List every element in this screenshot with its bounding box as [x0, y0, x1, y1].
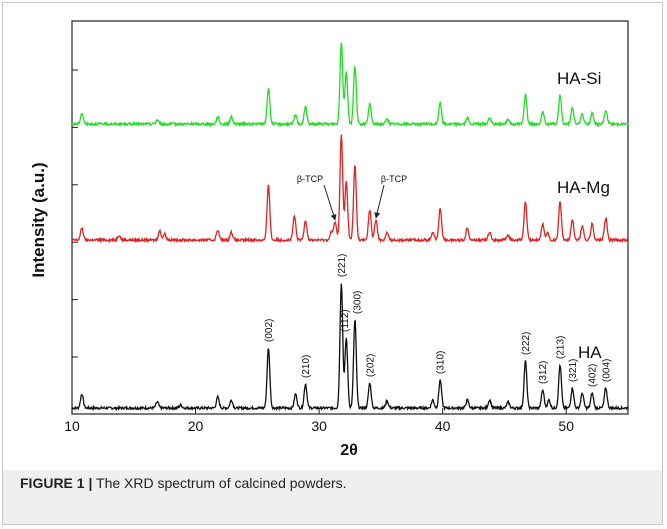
peak-label: (210): [301, 355, 312, 378]
peak-label: (300): [352, 291, 363, 314]
series-line-ha-si: [71, 42, 629, 128]
peak-label: (221): [337, 254, 348, 277]
peak-label: (004): [601, 359, 612, 382]
annotation-text: β-TCP: [297, 174, 323, 184]
figure-frame: [2, 2, 663, 525]
peak-label: (310): [436, 351, 447, 374]
x-tick-label: 30: [311, 418, 327, 434]
x-tick-label: 10: [64, 418, 80, 434]
series-line-ha-mg: [71, 134, 629, 244]
x-tick-label: 50: [558, 418, 574, 434]
plot-area: [71, 20, 629, 415]
annotation-arrow: [323, 184, 337, 221]
peak-label: (312): [538, 361, 549, 384]
series-label-ha: HA: [578, 343, 602, 362]
x-tick-label: 40: [435, 418, 451, 434]
xrd-chart: 10 20 30 40 50 (002) (210) (221) (112)(300) (202…: [29, 20, 629, 459]
series-label-layer: HA HA-Mg HA-Si: [557, 69, 610, 362]
peak-label: (213): [556, 336, 567, 359]
peak-label-layer: (002) (210) (221) (112)(300) (202) (310) (222)…: [264, 254, 612, 387]
annotation-layer: β-TCP β-TCP: [297, 174, 407, 221]
series-layer: [71, 42, 629, 412]
peak-label: (402): [588, 364, 599, 387]
x-axis-label: 2θ: [340, 442, 358, 459]
y-axis-label: Intensity (a.u.): [29, 162, 48, 277]
x-axis-ticks: 10 20 30 40 50: [64, 408, 574, 434]
peak-label: (202): [365, 354, 376, 377]
peak-label: (112): [340, 309, 351, 332]
figure-caption: FIGURE 1 | The XRD spectrum of calcined …: [20, 475, 640, 491]
caption-label: FIGURE 1 |: [20, 475, 93, 491]
y-axis-ticks: [72, 69, 78, 358]
x-tick-label: 20: [188, 418, 204, 434]
peak-label: (002): [264, 319, 275, 342]
caption-text: The XRD spectrum of calcined powders.: [92, 475, 347, 491]
annotation-text: β-TCP: [381, 174, 407, 184]
peak-label: (321): [568, 359, 579, 382]
series-label-ha-mg: HA-Mg: [557, 178, 610, 197]
annotation-arrow: [374, 184, 385, 219]
series-label-ha-si: HA-Si: [557, 69, 601, 88]
peak-label: (222): [521, 332, 532, 355]
series-line-ha: [71, 283, 629, 412]
caption-bar: [3, 470, 662, 524]
